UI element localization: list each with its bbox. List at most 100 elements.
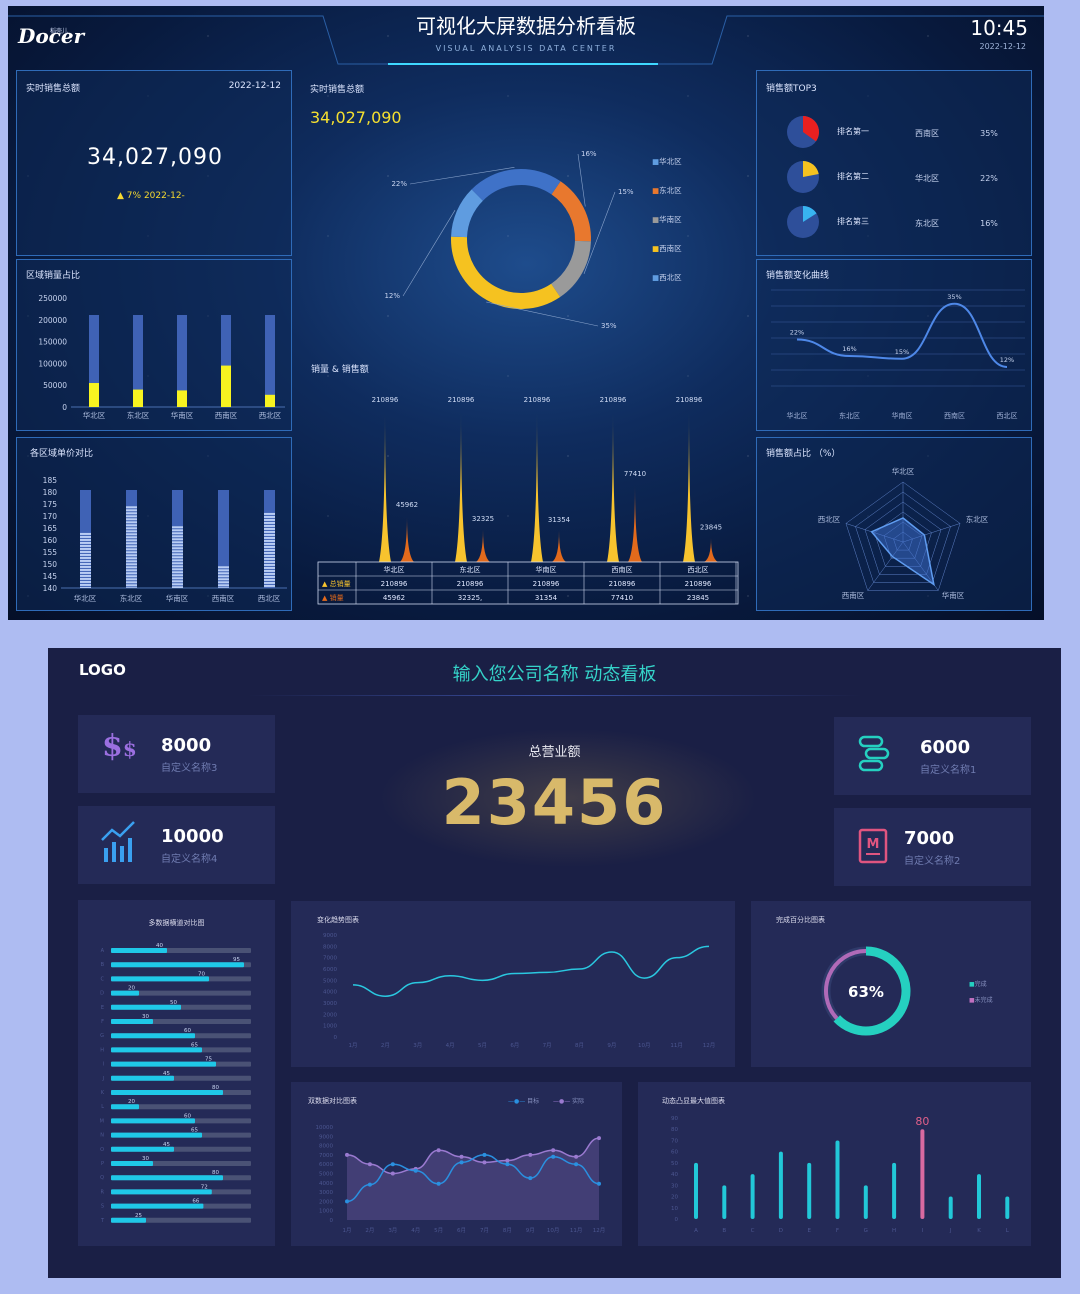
donut-chart: 16% 15% 35% 12% 22%	[384, 150, 633, 330]
actual-point	[528, 1152, 533, 1157]
x-tick-label: B	[722, 1228, 726, 1234]
dual-chart: 1000090008000700060005000400030002000100…	[316, 1125, 606, 1234]
y-tick-label: 150	[43, 560, 58, 569]
dual-legend-target: —●— 目标	[508, 1098, 540, 1105]
bar	[694, 1162, 698, 1219]
x-tick-label: 10月	[638, 1042, 651, 1049]
bar-value: 70	[198, 971, 205, 977]
actual-point	[459, 1154, 464, 1159]
top3-panel: 销售额TOP3 排名第一 西南区 35% 排名第二 华北区 22% 排名第三 东北区 16%	[756, 70, 1032, 256]
x-tick-label: 4月	[411, 1227, 420, 1234]
bar-letter: D	[100, 991, 104, 997]
x-tick-label: 8月	[503, 1227, 512, 1234]
top3-chart: 排名第一 西南区 35% 排名第二 华北区 22% 排名第三 东北区 16%	[787, 116, 998, 238]
y-tick-label: 60	[671, 1150, 678, 1156]
bar-value: 50	[170, 1000, 177, 1006]
bar	[111, 1033, 195, 1039]
bar	[111, 1175, 223, 1181]
y-tick-label: 100000	[38, 359, 67, 368]
bar	[948, 1196, 953, 1219]
y-tick-label: 140	[43, 584, 58, 593]
clock-time: 10:45	[970, 16, 1028, 40]
radar-axis-label: 华北区	[892, 466, 915, 476]
rank-label: 排名第一	[837, 126, 869, 136]
table-cell: 210896	[685, 580, 712, 588]
total-revenue-label: 总营业额	[528, 745, 581, 760]
pct-label: 22%	[980, 174, 998, 183]
x-tick-label: 华南区	[166, 593, 189, 603]
bar	[835, 1140, 840, 1219]
y-tick-label: 5000	[319, 1172, 333, 1178]
stat-value-3: 8000	[161, 735, 212, 756]
target-point	[413, 1168, 418, 1173]
y-tick-label: 8000	[323, 944, 337, 950]
y-tick-label: 8000	[319, 1144, 333, 1150]
completion-title: 完成百分比图表	[776, 916, 825, 924]
bar	[111, 1146, 174, 1152]
sales-spike	[552, 530, 566, 562]
pie-slice	[803, 206, 817, 222]
y-tick-label: 0	[330, 1218, 334, 1224]
table-header: 西北区	[688, 566, 709, 574]
bar-background	[177, 315, 187, 407]
donut-label: 12%	[384, 292, 400, 300]
bar	[111, 1019, 153, 1024]
total-label: 210896	[372, 396, 399, 404]
top3-title: 销售额TOP3	[766, 84, 817, 94]
bar	[218, 565, 229, 588]
legend-item: ■西南区	[652, 244, 682, 253]
y-tick-label: 3000	[323, 1001, 337, 1007]
y-tick-label: 10	[671, 1206, 678, 1212]
donut-slice	[550, 240, 591, 298]
peak-title: 动态凸显最大值图表	[662, 1097, 725, 1105]
y-tick-label: 9000	[319, 1134, 333, 1140]
bar	[111, 1161, 153, 1166]
dollar-icon: $$	[102, 729, 137, 764]
x-tick-label: 西南区	[212, 593, 235, 603]
rank-label: 排名第三	[837, 216, 869, 226]
y-tick-label: 40	[671, 1172, 678, 1178]
bar	[807, 1162, 812, 1219]
bar-value: 75	[205, 1057, 212, 1063]
sales-chart-title: 销量 & 销售额	[311, 365, 369, 375]
docer-logo-sub: 稻壳儿	[50, 28, 69, 35]
bar	[111, 1075, 174, 1081]
legend-item: ■华南区	[652, 215, 682, 224]
region-label: 华北区	[915, 173, 939, 183]
bar-value: 60	[184, 1028, 191, 1034]
dashboard-title: 可视化大屏数据分析看板	[416, 14, 636, 38]
sales-chart: 210896 45962 210896 32325 210896 31354 210896 7…	[317, 396, 739, 605]
bar	[111, 948, 167, 953]
x-tick-label: K	[977, 1228, 981, 1234]
donut-label: 16%	[581, 150, 597, 158]
actual-point	[436, 1148, 441, 1153]
pie-slice	[803, 116, 819, 142]
dashboard-subtitle: VISUAL ANALYSIS DATA CENTER	[435, 44, 617, 53]
y-tick-label: 6000	[323, 967, 337, 973]
x-tick-label: 西北区	[259, 411, 282, 420]
total-label: 210896	[676, 396, 703, 404]
donut-leader	[583, 191, 616, 274]
sales-label: 23845	[700, 523, 722, 531]
stat-label-1: 自定义名称1	[920, 765, 977, 776]
x-tick-label: 西南区	[944, 411, 965, 420]
bar-value: 20	[128, 1099, 135, 1105]
bar-value: 45	[163, 1142, 170, 1148]
y-tick-label: 5000	[323, 978, 337, 984]
radar-grid	[864, 501, 942, 575]
x-tick-label: 9月	[526, 1227, 535, 1234]
x-tick-label: 华北区	[74, 593, 97, 603]
actual-point	[390, 1171, 395, 1176]
table-cell: 210896	[533, 580, 560, 588]
point-label: 15%	[895, 348, 909, 356]
x-tick-label: 7月	[480, 1227, 489, 1234]
x-tick-label: 7月	[543, 1042, 552, 1049]
trend-panel: 销售额变化曲线 22% 16% 15% 35% 12% 华北区 东北区 华南区 西南区 西北区	[756, 259, 1032, 431]
bar-letter: E	[101, 1005, 104, 1011]
dual-legend-actual: —●— 实际	[553, 1098, 585, 1105]
table-cell: 32325,	[458, 594, 483, 602]
bar	[89, 383, 99, 407]
bar	[722, 1185, 727, 1219]
bar	[977, 1174, 981, 1219]
bar-letter: K	[101, 1090, 105, 1096]
